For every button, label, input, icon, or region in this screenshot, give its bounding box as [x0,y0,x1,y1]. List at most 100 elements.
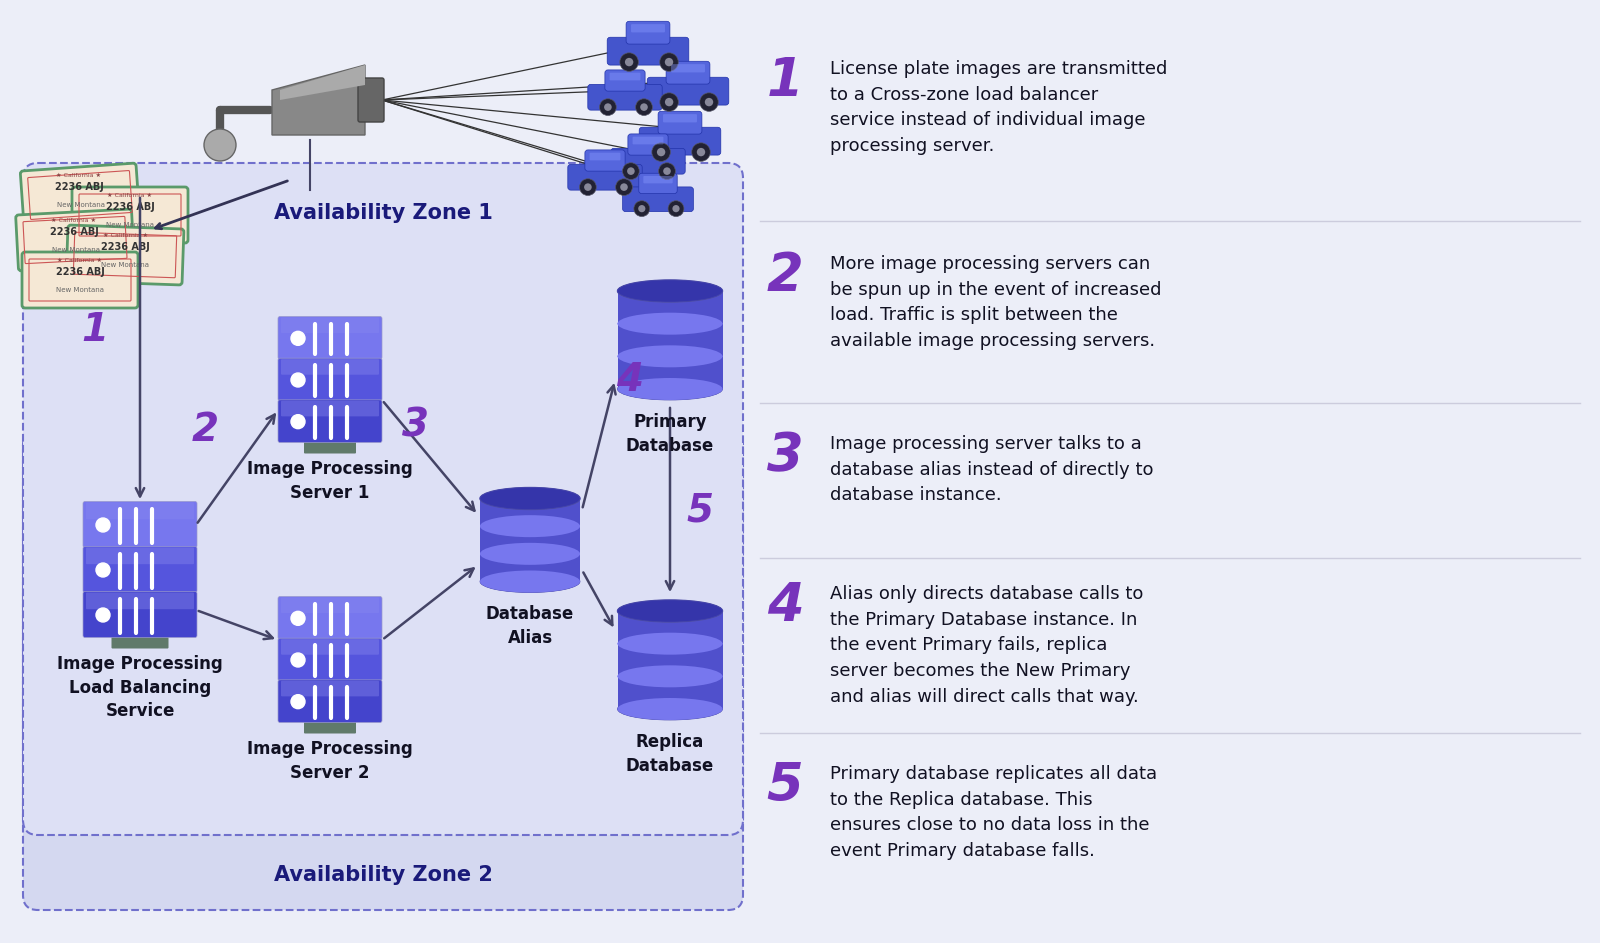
Ellipse shape [480,571,579,592]
FancyBboxPatch shape [282,639,379,654]
Text: Image Processing
Server 1: Image Processing Server 1 [246,460,413,502]
Text: 4: 4 [766,580,803,632]
Text: Database
Alias: Database Alias [486,605,574,647]
FancyBboxPatch shape [282,359,379,374]
Circle shape [640,104,648,111]
Ellipse shape [618,637,723,651]
Polygon shape [618,611,723,644]
Ellipse shape [618,600,723,622]
Circle shape [96,563,110,577]
Ellipse shape [618,313,723,335]
FancyBboxPatch shape [83,502,197,548]
Polygon shape [480,554,579,582]
FancyBboxPatch shape [646,77,730,105]
Polygon shape [618,611,723,709]
Ellipse shape [480,571,579,592]
Text: Image Processing
Load Balancing
Service: Image Processing Load Balancing Service [58,655,222,720]
Circle shape [291,695,306,709]
Ellipse shape [618,378,723,400]
Ellipse shape [618,670,723,683]
Text: 1: 1 [766,55,803,107]
Polygon shape [618,356,723,389]
Text: 5: 5 [686,491,714,529]
Text: 4: 4 [616,361,643,399]
FancyBboxPatch shape [662,114,698,123]
Text: New Montana: New Montana [56,202,104,208]
Circle shape [600,99,616,115]
Circle shape [619,53,638,72]
Circle shape [621,183,627,190]
Circle shape [691,142,710,161]
FancyBboxPatch shape [622,187,693,211]
FancyBboxPatch shape [568,164,642,190]
FancyBboxPatch shape [608,37,690,65]
Ellipse shape [480,547,579,560]
FancyBboxPatch shape [627,134,669,155]
Circle shape [635,99,653,115]
FancyBboxPatch shape [304,721,355,734]
FancyBboxPatch shape [278,317,382,359]
Circle shape [622,163,640,179]
Text: ★ California ★: ★ California ★ [102,233,149,238]
Text: 2236 ABJ: 2236 ABJ [56,267,104,277]
Circle shape [659,53,678,72]
FancyBboxPatch shape [605,70,645,91]
Ellipse shape [480,520,579,533]
Circle shape [96,518,110,532]
Text: 2236 ABJ: 2236 ABJ [50,227,99,237]
Circle shape [638,205,645,212]
FancyBboxPatch shape [643,176,672,183]
Circle shape [584,183,592,190]
Text: 2236 ABJ: 2236 ABJ [106,202,154,212]
Circle shape [291,373,306,387]
FancyBboxPatch shape [315,438,344,448]
Text: 2236 ABJ: 2236 ABJ [54,182,104,192]
FancyBboxPatch shape [86,503,194,520]
Polygon shape [618,291,723,389]
FancyBboxPatch shape [640,127,722,155]
Polygon shape [618,644,723,676]
Circle shape [291,611,306,625]
Ellipse shape [480,488,579,509]
Text: New Montana: New Montana [106,222,154,228]
FancyBboxPatch shape [632,137,664,144]
Circle shape [616,179,632,195]
Text: Availability Zone 2: Availability Zone 2 [274,865,493,885]
Ellipse shape [480,543,579,565]
Ellipse shape [618,345,723,368]
Circle shape [205,129,237,161]
Ellipse shape [618,350,723,363]
Text: 2236 ABJ: 2236 ABJ [101,242,150,252]
Circle shape [626,58,634,66]
Ellipse shape [618,600,723,622]
Ellipse shape [618,317,723,330]
FancyBboxPatch shape [626,22,670,44]
FancyBboxPatch shape [611,148,685,174]
FancyBboxPatch shape [278,680,382,722]
Circle shape [651,142,670,161]
Ellipse shape [618,378,723,400]
FancyBboxPatch shape [66,225,184,285]
Polygon shape [480,499,579,582]
FancyBboxPatch shape [72,187,189,243]
Circle shape [579,179,597,195]
Polygon shape [618,291,723,323]
FancyBboxPatch shape [22,430,742,910]
FancyBboxPatch shape [83,547,197,592]
Circle shape [96,608,110,622]
Polygon shape [480,499,579,526]
Circle shape [605,104,611,111]
Text: New Montana: New Montana [56,287,104,293]
FancyBboxPatch shape [630,25,666,32]
Circle shape [664,167,670,174]
FancyBboxPatch shape [278,400,382,442]
Circle shape [666,58,674,66]
Text: Primary
Database: Primary Database [626,413,714,455]
Ellipse shape [480,515,579,538]
Ellipse shape [618,666,723,687]
Polygon shape [618,676,723,709]
Circle shape [291,415,306,429]
FancyBboxPatch shape [16,209,134,271]
Polygon shape [480,526,579,554]
Text: 2: 2 [766,250,803,302]
